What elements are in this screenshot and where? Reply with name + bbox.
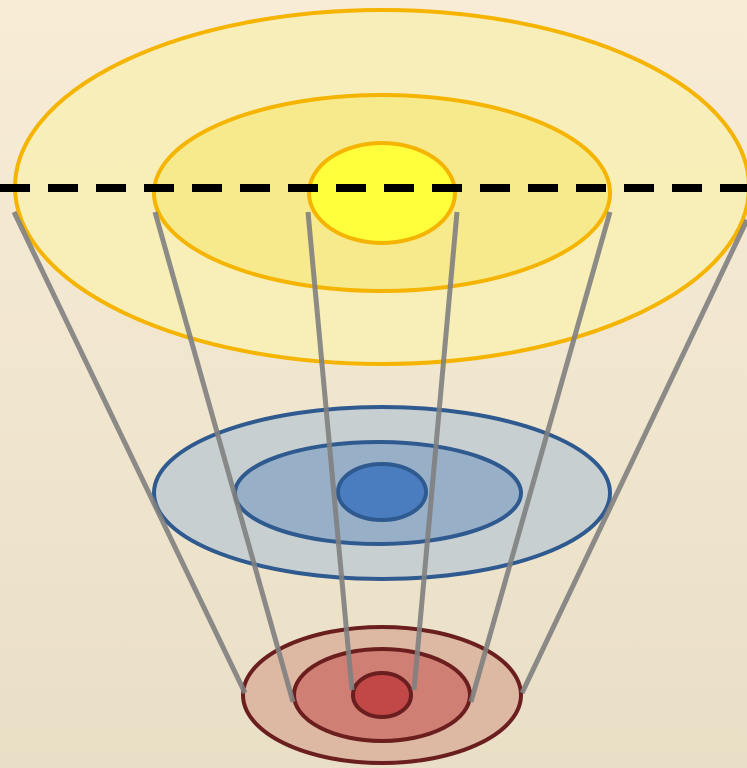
- cone-line: [468, 211, 613, 703]
- cone-line: [519, 218, 747, 695]
- cone-line: [411, 211, 460, 691]
- ellipse: [307, 141, 457, 245]
- cone-line: [152, 211, 296, 703]
- blue-rings: [152, 405, 612, 581]
- ellipse: [336, 462, 428, 522]
- cone-line: [11, 210, 248, 695]
- red-rings: [241, 625, 523, 765]
- cone-lines: [11, 210, 747, 703]
- yellow-rings: [13, 8, 747, 366]
- cone-line: [305, 211, 355, 691]
- ellipse: [351, 671, 413, 719]
